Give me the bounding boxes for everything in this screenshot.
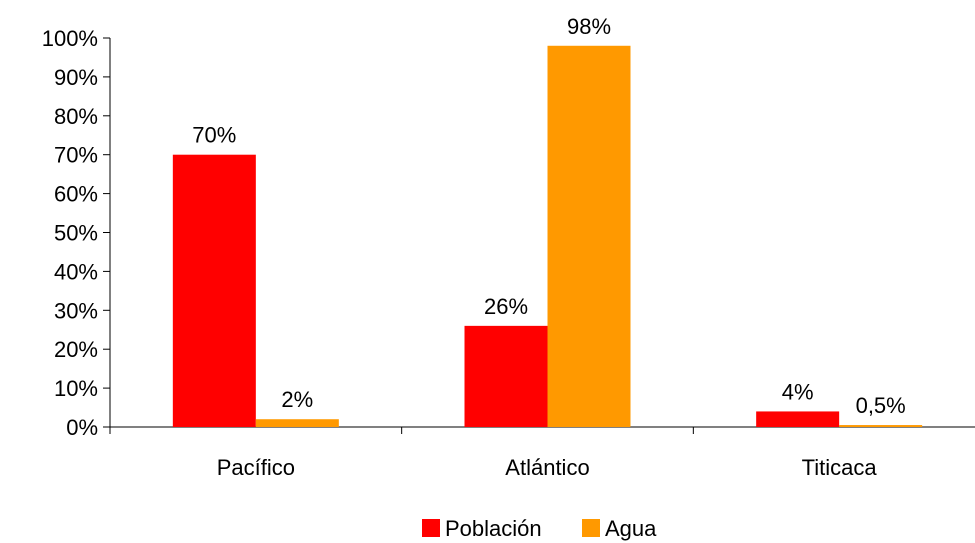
- y-tick-label: 100%: [42, 26, 98, 51]
- bars: [172, 45, 923, 427]
- data-label: 2%: [281, 387, 313, 412]
- legend-label: Agua: [605, 516, 657, 541]
- y-tick-label: 0%: [66, 415, 98, 440]
- y-tick-label: 20%: [54, 337, 98, 362]
- category-labels: Pacífico Atlántico Titicaca: [217, 455, 878, 480]
- data-labels: 70% 2% 26% 98% 4% 0,5%: [192, 14, 905, 418]
- data-label: 70%: [192, 123, 236, 148]
- legend-swatch: [422, 519, 440, 537]
- y-tick-label: 60%: [54, 182, 98, 207]
- legend-label: Población: [445, 516, 542, 541]
- bar-agua-1: [547, 45, 631, 427]
- y-tick-label: 30%: [54, 298, 98, 323]
- data-label: 98%: [567, 14, 611, 39]
- y-tick-label: 10%: [54, 376, 98, 401]
- y-tick-label: 50%: [54, 221, 98, 246]
- y-tick-label: 80%: [54, 104, 98, 129]
- data-label: 4%: [782, 379, 814, 404]
- legend-swatch: [582, 519, 600, 537]
- bar-agua-2: [839, 425, 923, 427]
- y-tick-label: 90%: [54, 65, 98, 90]
- data-label: 26%: [484, 294, 528, 319]
- bar-agua-0: [255, 419, 339, 427]
- category-label: Titicaca: [802, 455, 878, 480]
- legend: Población Agua: [422, 516, 657, 541]
- bar-población-0: [172, 154, 256, 427]
- bar-población-1: [464, 325, 548, 427]
- y-tick-label: 70%: [54, 143, 98, 168]
- data-label: 0,5%: [856, 393, 906, 418]
- category-label: Pacífico: [217, 455, 295, 480]
- bar-población-2: [756, 411, 840, 427]
- y-tick-label: 40%: [54, 259, 98, 284]
- category-label: Atlántico: [505, 455, 589, 480]
- y-axis-ticks: 0% 10% 20% 30% 40% 50% 60% 70% 80% 90% 100%: [42, 26, 110, 440]
